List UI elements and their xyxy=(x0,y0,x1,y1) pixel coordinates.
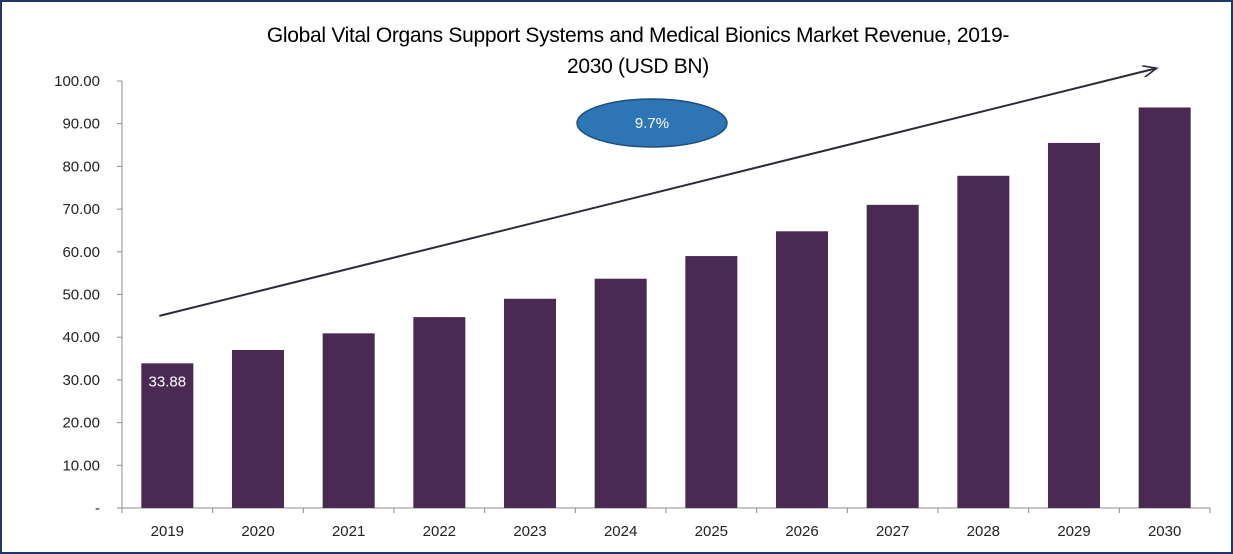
bar-2025 xyxy=(685,256,738,508)
y-tick-label: 60.00 xyxy=(62,244,100,261)
x-tick-label: 2027 xyxy=(876,523,909,540)
bar-2019 xyxy=(141,363,194,508)
trend-arrow xyxy=(159,68,1156,317)
x-tick-label: 2021 xyxy=(332,523,365,540)
bar-2024 xyxy=(594,278,647,508)
data-label: 33.88 xyxy=(149,373,187,390)
chart-title-line-1: Global Vital Organs Support Systems and … xyxy=(267,24,1010,47)
bar-2021 xyxy=(322,333,375,508)
bar-2022 xyxy=(413,317,466,508)
x-tick-label: 2023 xyxy=(513,523,546,540)
y-tick-label: 10.00 xyxy=(62,457,100,474)
x-tick-label: 2024 xyxy=(604,523,637,540)
bar-2023 xyxy=(504,298,556,508)
cagr-ellipse xyxy=(576,98,728,148)
y-tick-label: 20.00 xyxy=(62,415,100,432)
bars-group xyxy=(141,107,1191,509)
bar-2026 xyxy=(776,231,828,508)
cagr-label: 9.7% xyxy=(635,115,669,132)
y-tick-label: - xyxy=(95,500,100,517)
y-tick-label: 40.00 xyxy=(62,329,100,346)
y-tick-label: 70.00 xyxy=(62,201,100,218)
bar-2029 xyxy=(1048,142,1100,509)
bar-2028 xyxy=(957,175,1010,508)
bar-2020 xyxy=(232,350,284,508)
x-tick-label: 2019 xyxy=(151,523,184,540)
y-tick-label: 80.00 xyxy=(62,158,100,175)
x-tick-label: 2022 xyxy=(423,523,456,540)
y-tick-label: 100.00 xyxy=(54,73,100,90)
x-tick-label: 2026 xyxy=(785,523,818,540)
x-axis: 2019 2020 2021 2022 2023 2024 2025 2026 2027 2028… xyxy=(121,507,1211,540)
x-tick-label: 2029 xyxy=(1057,523,1090,540)
data-labels-group: 33.88 xyxy=(149,373,187,390)
x-tick-label: 2028 xyxy=(967,523,1000,540)
chart-title-line-2: 2030 (USD BN) xyxy=(567,55,709,78)
x-tick-label: 2030 xyxy=(1148,523,1181,540)
bar-2030 xyxy=(1138,107,1191,508)
y-tick-label: 50.00 xyxy=(62,287,100,304)
x-tick-label: 2025 xyxy=(695,523,728,540)
bar-2027 xyxy=(866,204,919,508)
y-axis: - 10.00 20.00 30.00 40.00 50.00 60.00 70.00 80.0… xyxy=(54,73,123,517)
annotations-group: 9.7% xyxy=(159,68,1156,317)
y-tick-label: 90.00 xyxy=(62,116,100,133)
x-tick-label: 2020 xyxy=(241,523,274,540)
y-tick-label: 30.00 xyxy=(62,372,100,389)
